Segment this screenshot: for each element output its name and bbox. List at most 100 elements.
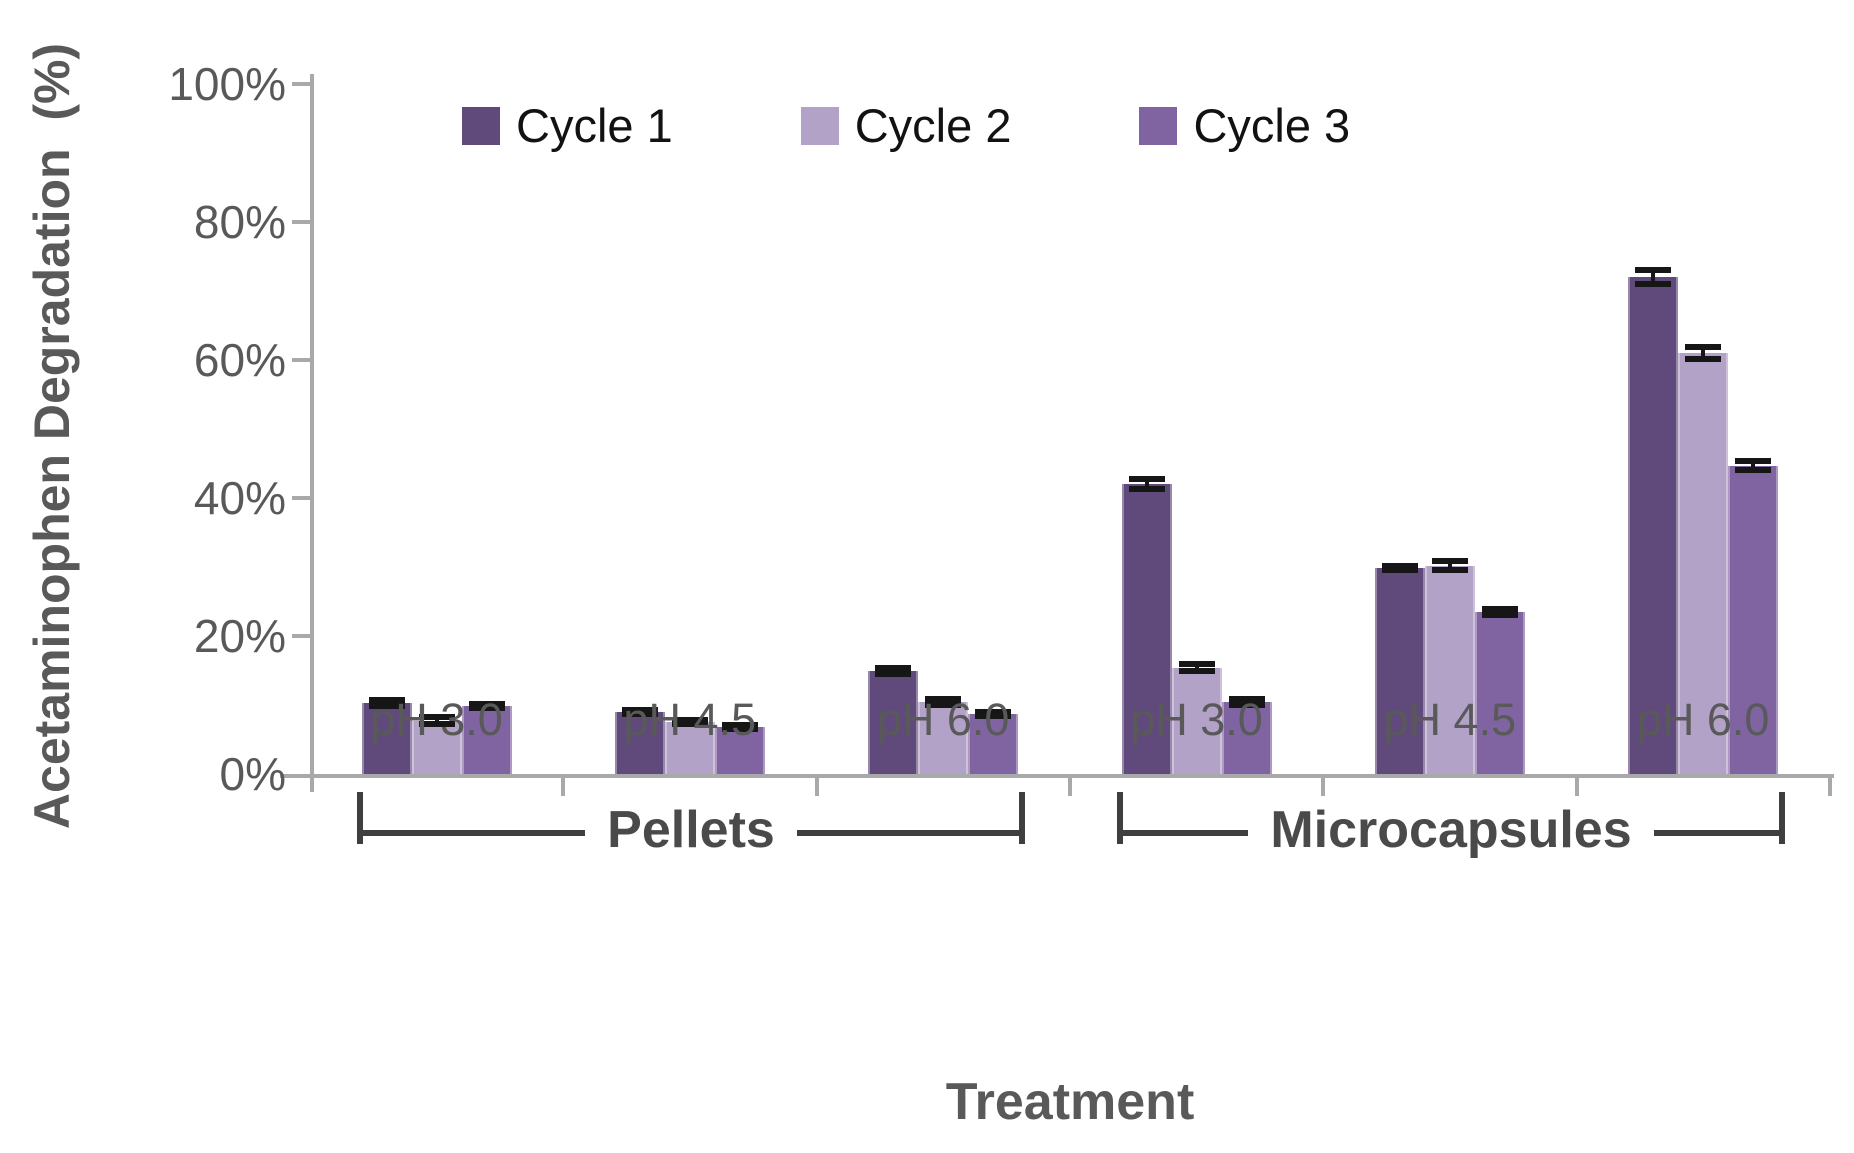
error-bar-cap-bottom: [672, 721, 708, 728]
error-bar-cap-top: [1482, 606, 1518, 613]
y-tick: [292, 82, 310, 86]
error-bar-cap-bottom: [925, 702, 962, 708]
y-tick-label: 60%: [193, 334, 286, 386]
error-bar-cap-bottom: [1178, 668, 1215, 675]
bar-cycle3-cat1: [715, 727, 765, 774]
error-bar-cap-top: [1382, 563, 1418, 570]
y-tick: [292, 220, 310, 224]
bar-cycle1-cat5: [1628, 277, 1679, 774]
y-tick-label: 40%: [193, 472, 286, 524]
error-bar-line: [1194, 664, 1199, 672]
error-bar-cap-bottom: [875, 670, 912, 677]
category-label: pH 6.0: [876, 694, 1010, 745]
bracket-left-line: [362, 830, 586, 836]
error-bar-cap-top: [672, 717, 708, 724]
bracket-pellets: Pellets: [356, 792, 1026, 859]
error-bar-cap-top: [975, 708, 1012, 715]
legend-label: Cycle 3: [1193, 99, 1351, 152]
bar-cycle3-cat0: [461, 706, 512, 774]
error-bar-line: [1751, 461, 1756, 470]
bracket-microcapsules: Microcapsules: [1116, 792, 1786, 859]
category-label: pH 3.0: [1130, 694, 1263, 745]
bar-cycle1-cat0: [361, 702, 412, 774]
legend-item-cycle2: Cycle 2: [800, 98, 1012, 153]
bracket-right-stub: [1019, 792, 1026, 844]
error-bar-cap-top: [418, 714, 455, 721]
error-bar-cap-bottom: [368, 702, 405, 709]
error-bar-cap-bottom: [722, 726, 758, 733]
x-tick: [1068, 774, 1072, 796]
error-bar-cap-top: [722, 722, 758, 728]
legend-swatch-icon: [1139, 106, 1178, 145]
y-axis-title: Acetaminophen Degradation (%): [24, 42, 80, 830]
error-bar-cap-bottom: [418, 721, 455, 728]
error-bar-cap-top: [622, 706, 658, 713]
bar-cycle3-cat5: [1728, 465, 1779, 774]
bar-cycle2-cat2: [918, 702, 969, 774]
legend-item-cycle3: Cycle 3: [1139, 98, 1350, 153]
category-label: pH 6.0: [1636, 694, 1770, 745]
bracket-left-stub: [356, 792, 363, 844]
y-tick-label: 100%: [168, 58, 286, 110]
y-tick: [292, 496, 310, 500]
error-bar-cap-top: [1178, 661, 1215, 668]
x-tick: [1828, 774, 1832, 796]
group-label-pellets: Pellets: [607, 801, 775, 859]
error-bar-cap-top: [1735, 458, 1772, 465]
error-bar-cap-top: [1228, 696, 1265, 703]
bar-cycle1-cat1: [615, 711, 665, 774]
error-bar-cap-bottom: [1128, 486, 1165, 493]
error-bar-cap-bottom: [1685, 356, 1722, 363]
error-bar-line: [1651, 270, 1656, 285]
bar-cycle2-cat5: [1678, 353, 1729, 774]
y-tick-label: 20%: [193, 610, 286, 662]
bar-cycle1-cat3: [1121, 484, 1172, 774]
error-bar-cap-top: [1128, 476, 1165, 483]
bar-cycle3-cat3: [1221, 702, 1272, 774]
y-tick: [292, 358, 310, 362]
bar-cycle3-cat2: [968, 713, 1019, 774]
bar-cycle3-cat4: [1475, 611, 1525, 774]
error-bar-cap-bottom: [1228, 702, 1265, 708]
legend-item-cycle1: Cycle 1: [462, 98, 673, 153]
error-bar-cap-top: [1685, 343, 1722, 350]
x-tick: [1574, 774, 1579, 796]
bracket-left-stub: [1116, 792, 1123, 844]
error-bar-line: [1144, 479, 1149, 490]
error-bar-cap-bottom: [1635, 281, 1672, 288]
bracket-right-stub: [1779, 792, 1786, 844]
bar-cycle2-cat1: [665, 722, 715, 774]
category-label: pH 4.5: [623, 694, 757, 745]
error-bar-cap-bottom: [1432, 566, 1468, 573]
error-bar-cap-top: [468, 701, 505, 708]
error-bar-cap-bottom: [1482, 611, 1518, 618]
bar-cycle1-cat4: [1375, 568, 1425, 774]
x-tick: [1321, 774, 1326, 796]
y-tick: [292, 634, 310, 638]
legend-swatch-icon: [462, 106, 500, 145]
x-tick: [814, 774, 819, 796]
bar-cycle2-cat0: [411, 720, 462, 774]
error-bar-line: [1448, 561, 1452, 570]
error-bar-line: [434, 717, 439, 725]
error-bar-cap-top: [1432, 558, 1468, 565]
error-bar-cap-bottom: [1735, 466, 1772, 473]
legend-label: Cycle 2: [854, 99, 1012, 152]
error-bar-cap-bottom: [975, 713, 1012, 720]
error-bar-cap-top: [1635, 267, 1672, 274]
error-bar-cap-top: [368, 697, 405, 704]
category-label: pH 4.5: [1383, 694, 1517, 745]
error-bar-cap-top: [875, 665, 912, 672]
bar-cycle1-cat2: [868, 671, 919, 774]
legend-swatch-icon: [800, 106, 839, 145]
legend-label: Cycle 1: [516, 99, 673, 152]
legend: Cycle 1 Cycle 2 Cycle 3: [462, 98, 1350, 153]
y-tick-label: 0%: [219, 748, 286, 800]
group-label-microcapsules: Microcapsules: [1270, 801, 1632, 859]
bracket-right-line: [1653, 830, 1780, 836]
x-tick: [561, 774, 566, 796]
bracket-right-line: [796, 830, 1020, 836]
y-axis-line: [310, 74, 314, 792]
y-tick-label: 80%: [193, 196, 286, 248]
